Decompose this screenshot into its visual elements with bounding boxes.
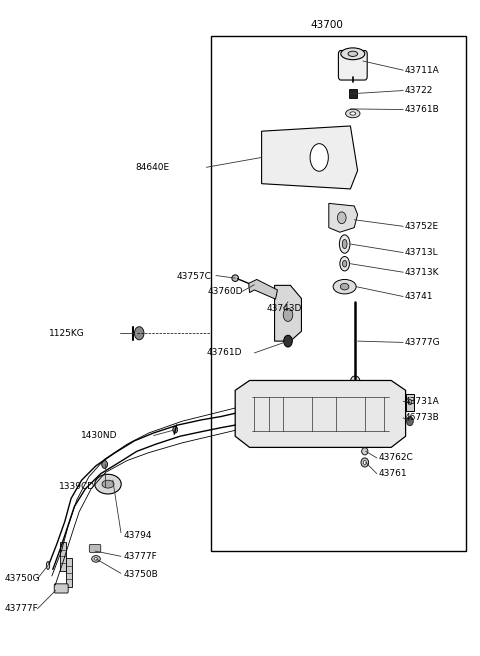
Ellipse shape (340, 256, 349, 271)
Circle shape (283, 308, 293, 321)
Text: 43761D: 43761D (206, 348, 242, 358)
Text: 43743D: 43743D (266, 304, 302, 313)
Text: 43761: 43761 (378, 469, 407, 478)
Ellipse shape (102, 461, 108, 468)
Circle shape (407, 417, 413, 426)
Ellipse shape (94, 558, 98, 560)
Text: 43722: 43722 (405, 86, 433, 95)
Ellipse shape (340, 283, 349, 290)
Bar (406, 394, 414, 411)
Text: 46773B: 46773B (405, 413, 439, 422)
Ellipse shape (348, 51, 358, 56)
Bar (66, 558, 72, 587)
Polygon shape (249, 279, 277, 299)
Text: 43713L: 43713L (405, 248, 438, 257)
Text: 43777F: 43777F (5, 604, 38, 613)
Ellipse shape (339, 235, 350, 253)
Bar (60, 542, 66, 571)
Ellipse shape (361, 458, 369, 467)
Text: 1339CD: 1339CD (59, 482, 95, 491)
FancyBboxPatch shape (89, 544, 101, 552)
Ellipse shape (342, 239, 347, 249)
FancyBboxPatch shape (338, 51, 367, 80)
Text: 43777G: 43777G (405, 338, 440, 347)
Text: 43750G: 43750G (5, 574, 40, 583)
Circle shape (134, 327, 144, 340)
Ellipse shape (102, 480, 114, 488)
Ellipse shape (346, 110, 360, 118)
Ellipse shape (341, 48, 365, 60)
Text: 84640E: 84640E (135, 163, 169, 172)
Ellipse shape (46, 562, 50, 569)
Polygon shape (275, 285, 301, 341)
Ellipse shape (95, 474, 121, 494)
Polygon shape (235, 380, 406, 447)
Polygon shape (329, 203, 358, 232)
Bar (211, 36, 466, 551)
Ellipse shape (333, 279, 356, 294)
Ellipse shape (173, 426, 178, 433)
Text: 43750B: 43750B (124, 570, 158, 579)
Text: 43794: 43794 (124, 531, 152, 541)
Ellipse shape (362, 447, 368, 455)
Text: 43757C: 43757C (177, 272, 212, 281)
Text: 43741: 43741 (405, 292, 433, 301)
Ellipse shape (350, 112, 356, 115)
Ellipse shape (408, 400, 412, 405)
Text: 43777F: 43777F (124, 552, 157, 561)
Ellipse shape (232, 275, 239, 281)
Text: 43700: 43700 (310, 20, 343, 30)
Bar (349, 89, 357, 98)
Text: 43711A: 43711A (405, 66, 439, 75)
Text: 1430ND: 1430ND (81, 431, 117, 440)
Ellipse shape (342, 260, 347, 267)
Ellipse shape (350, 376, 360, 388)
FancyBboxPatch shape (54, 584, 68, 593)
Text: 43762C: 43762C (378, 453, 413, 462)
Text: 43761B: 43761B (405, 105, 439, 114)
Text: 1125KG: 1125KG (49, 329, 85, 338)
Ellipse shape (363, 461, 366, 464)
Ellipse shape (92, 556, 100, 562)
Text: 43731A: 43731A (405, 397, 439, 406)
Text: 43752E: 43752E (405, 222, 439, 231)
Polygon shape (262, 126, 358, 189)
Circle shape (284, 335, 292, 347)
Text: 43713K: 43713K (405, 268, 439, 277)
Ellipse shape (310, 144, 328, 171)
Ellipse shape (337, 212, 346, 224)
Text: 43760D: 43760D (207, 287, 243, 296)
